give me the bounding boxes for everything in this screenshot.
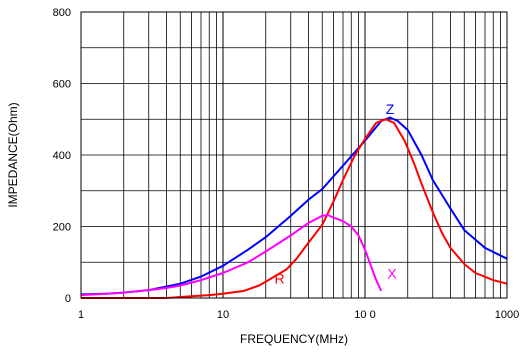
series-label-r: R — [274, 271, 284, 287]
x-axis-label: FREQUENCY(MHz) — [240, 332, 348, 346]
x-tick-label: 1000 — [495, 309, 519, 321]
series-line-z — [80, 116, 508, 296]
chart-ticks: 1 10 10 0 1000 0 200 400 600 800 — [53, 7, 520, 321]
y-tick-label: 200 — [53, 222, 71, 234]
chart-series — [80, 116, 508, 299]
y-tick-label: 0 — [65, 293, 71, 305]
series-line-x — [80, 214, 383, 297]
series-line-r — [81, 118, 508, 299]
series-label-x: X — [387, 265, 397, 281]
x-tick-label: 10 0 — [354, 309, 375, 321]
chart-annotations: Z R X — [274, 101, 397, 287]
y-axis-label: IMPEDANCE(Ohm) — [6, 102, 20, 207]
y-tick-label: 400 — [53, 150, 71, 162]
y-tick-label: 800 — [53, 7, 71, 19]
chart-grid — [80, 11, 507, 299]
plot-frame — [80, 11, 508, 299]
x-tick-label: 1 — [78, 309, 84, 321]
series-label-z: Z — [386, 101, 395, 117]
x-tick-label: 10 — [217, 309, 229, 321]
y-tick-label: 600 — [53, 79, 71, 91]
